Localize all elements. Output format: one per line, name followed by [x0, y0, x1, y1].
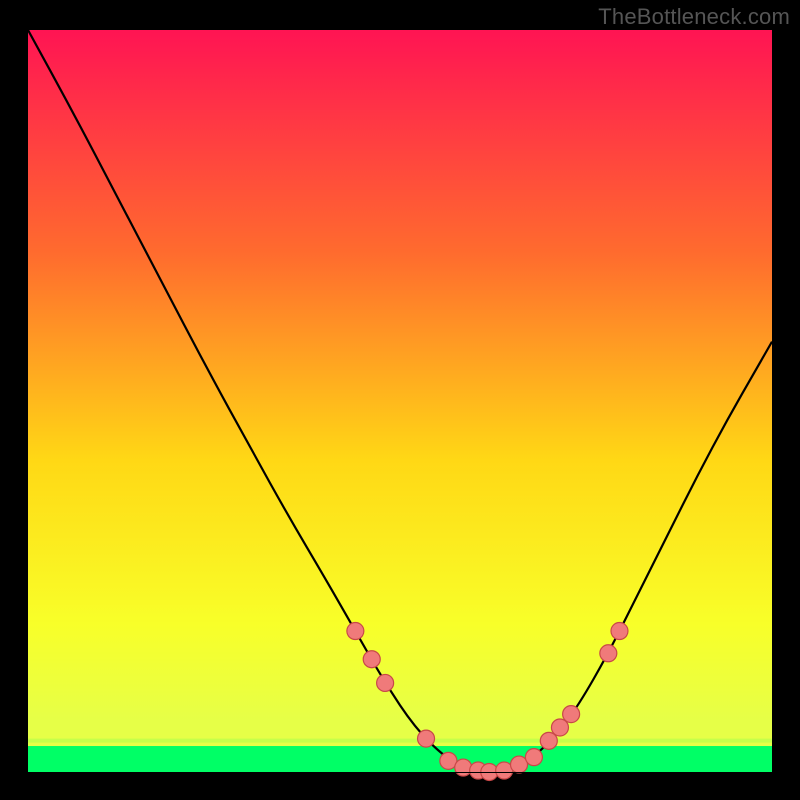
marker-point [347, 623, 364, 640]
marker-point [525, 749, 542, 766]
marker-point [563, 706, 580, 723]
chart-svg [0, 0, 800, 800]
marker-point [600, 645, 617, 662]
marker-point [363, 651, 380, 668]
bottom-band [28, 746, 772, 772]
watermark-text: TheBottleneck.com [598, 4, 790, 30]
plot-background [28, 30, 772, 772]
chart-stage: TheBottleneck.com [0, 0, 800, 800]
marker-point [377, 674, 394, 691]
marker-point [611, 623, 628, 640]
marker-point [455, 759, 472, 776]
band-separator [28, 739, 772, 743]
marker-point [418, 730, 435, 747]
